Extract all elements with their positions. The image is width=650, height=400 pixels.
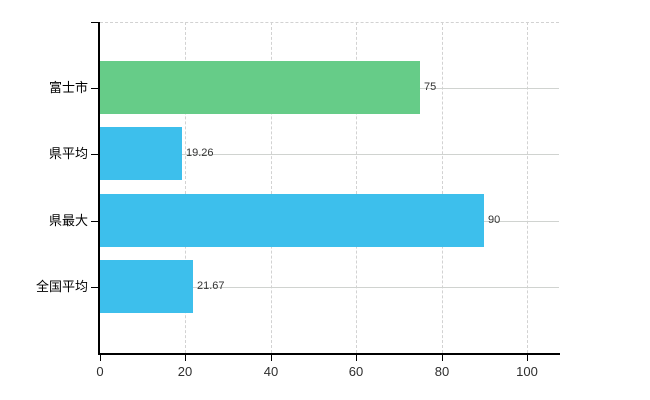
gridline-vertical (527, 22, 528, 353)
plot-area: 0 20 40 60 80 100 75 富士市 19.26 県平均 90 県最大 21.67 全国平均 (36, 22, 560, 379)
bar-value-label: 21.67 (197, 280, 225, 292)
category-label: 全国平均 (35, 279, 88, 294)
x-axis-line (98, 353, 560, 355)
category-label: 県平均 (48, 146, 88, 161)
gridline-horizontal (100, 287, 559, 288)
x-tick-label: 0 (96, 364, 104, 379)
bar-value-label: 75 (424, 81, 437, 93)
x-tick-label: 40 (263, 364, 279, 379)
category-label: 県最大 (48, 213, 88, 228)
gridline-vertical (271, 22, 272, 353)
y-tick-mark (91, 287, 98, 288)
gridline-vertical (356, 22, 357, 353)
plot-top-border (100, 22, 559, 23)
bar (100, 127, 182, 180)
y-tick-mark (91, 88, 98, 89)
x-tick-mark (271, 355, 272, 361)
category-label: 富士市 (48, 80, 88, 95)
x-tick-label: 80 (434, 364, 450, 379)
x-tick-mark (100, 355, 101, 361)
x-tick-mark (442, 355, 443, 361)
y-tick-mark (91, 221, 98, 222)
bar-value-label: 19.26 (186, 147, 214, 159)
y-axis-top-tick (91, 22, 98, 23)
x-tick-mark (185, 355, 186, 361)
x-tick-label: 20 (177, 364, 193, 379)
x-tick-label: 100 (516, 364, 538, 379)
y-tick-mark (91, 154, 98, 155)
y-axis-line (98, 22, 100, 355)
x-tick-mark (356, 355, 357, 361)
gridline-horizontal (100, 154, 559, 155)
bar (100, 194, 484, 247)
gridline-vertical (442, 22, 443, 353)
bar (100, 260, 193, 313)
x-tick-mark (527, 355, 528, 361)
bar (100, 61, 420, 114)
x-tick-label: 60 (348, 364, 364, 379)
bar-value-label: 90 (488, 214, 501, 226)
gridline-vertical (185, 22, 186, 353)
